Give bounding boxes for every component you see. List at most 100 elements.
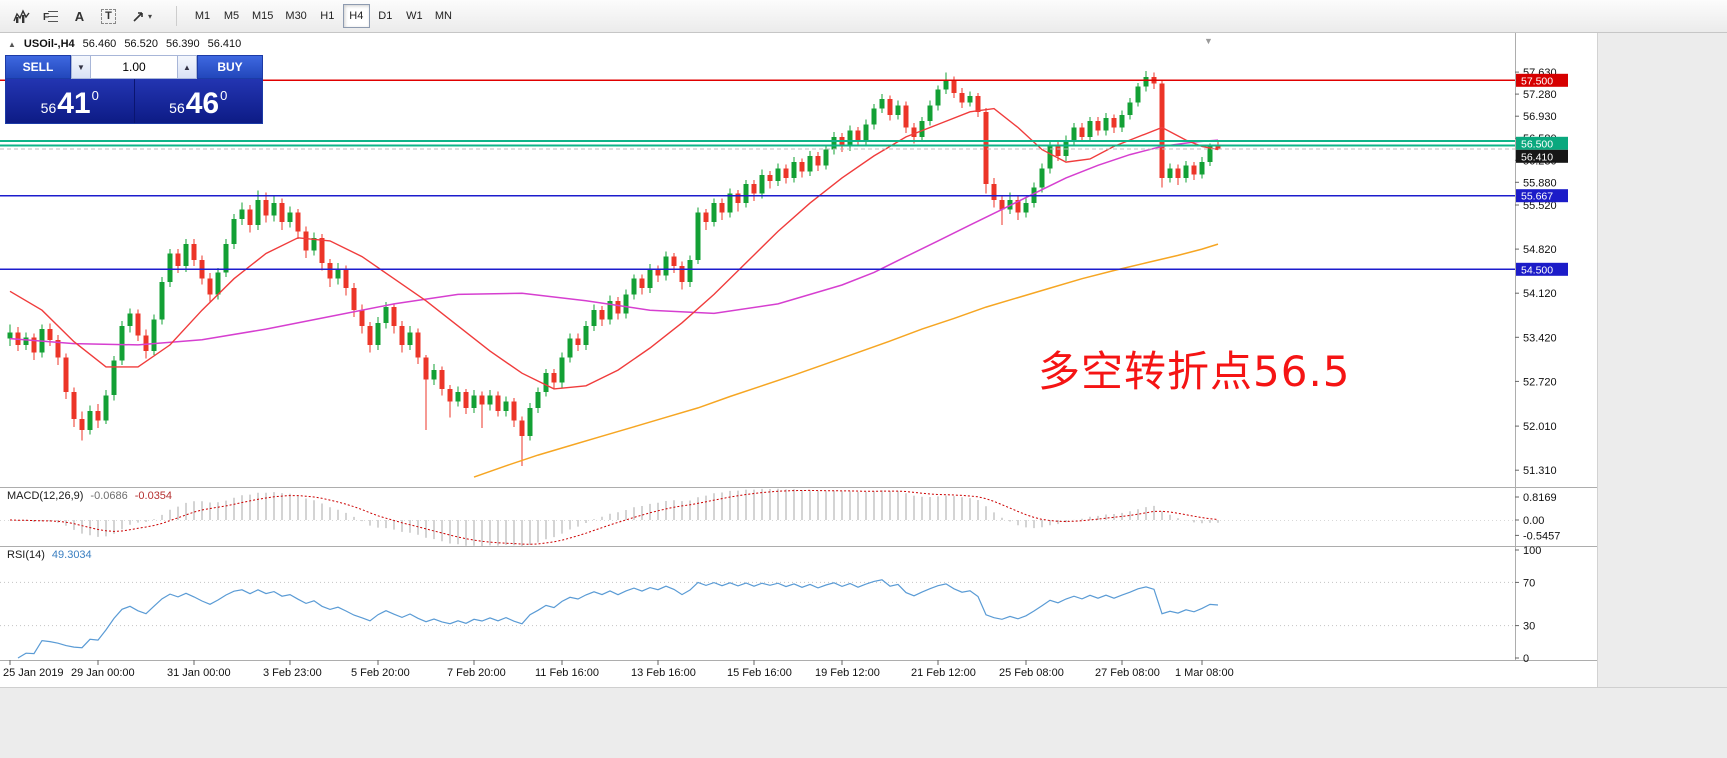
timeframe-M5[interactable]: M5	[218, 4, 245, 28]
text-label-tool-button[interactable]: T	[95, 4, 122, 28]
rsi-line	[17, 579, 1219, 659]
time-label: 11 Feb 16:00	[535, 667, 599, 679]
rsi-panel[interactable]	[0, 579, 1515, 659]
volume-increase-button[interactable]: ▲	[177, 55, 197, 79]
bid-big-digits: 41	[57, 87, 91, 120]
ma-medium-magenta-line	[9, 139, 1219, 346]
svg-text:30: 30	[1523, 621, 1535, 633]
time-label: 29 Jan 00:00	[71, 667, 135, 679]
svg-text:56.410: 56.410	[1521, 151, 1553, 163]
timeframe-M1[interactable]: M1	[189, 4, 216, 28]
price-axis[interactable]: 57.63057.28056.93056.58056.23055.88055.5…	[1515, 33, 1568, 665]
ask-sup-digit: 0	[220, 88, 228, 103]
svg-text:F: F	[43, 12, 49, 23]
time-label: 25 Feb 08:00	[999, 667, 1064, 679]
price-badge-55.667: 55.667	[1516, 189, 1568, 203]
ohlc-open: 56.460	[82, 38, 117, 50]
timeframe-MN[interactable]: MN	[430, 4, 457, 28]
price-badge-54.500: 54.500	[1516, 262, 1568, 276]
ask-price[interactable]: 56 46 0	[135, 79, 263, 123]
timeframe-group: M1 M5 M15 M30 H1 H4 D1 W1 MN	[189, 4, 459, 28]
symbol-header: ▲ USOil-,H4 56.460 56.520 56.390 56.410	[8, 38, 241, 50]
rsi-indicator-label: RSI(14) 49.3034	[7, 549, 92, 561]
svg-text:55.880: 55.880	[1523, 177, 1557, 189]
buy-button[interactable]: BUY	[197, 55, 263, 79]
bid-sup-digit: 0	[91, 88, 99, 103]
price-badge-57.500: 57.500	[1516, 73, 1568, 87]
ohlc-low: 56.390	[165, 38, 200, 50]
fibonacci-icon: F	[43, 10, 58, 23]
price-badge-56.500: 56.500	[1516, 136, 1568, 150]
time-label: 15 Feb 16:00	[727, 667, 792, 679]
svg-text:-0.5457: -0.5457	[1523, 530, 1560, 542]
macd-panel[interactable]	[0, 488, 1515, 547]
svg-text:0.8169: 0.8169	[1523, 492, 1557, 504]
time-label: 31 Jan 00:00	[167, 667, 231, 679]
macd-main-value: -0.0686	[90, 490, 128, 502]
rsi-value: 49.3034	[51, 549, 92, 561]
svg-text:55.667: 55.667	[1521, 191, 1553, 203]
chart-zigzag-icon	[13, 8, 30, 23]
fibonacci-tool-button[interactable]: F	[37, 4, 64, 28]
svg-text:100: 100	[1523, 545, 1541, 557]
timeframe-H1[interactable]: H1	[314, 4, 341, 28]
volume-input[interactable]	[91, 55, 177, 79]
arrow-shape-icon	[133, 12, 143, 22]
ask-big-digits: 46	[185, 87, 220, 120]
time-label: 5 Feb 20:00	[351, 667, 410, 679]
ohlc-high: 56.520	[124, 38, 158, 50]
timeframe-H4[interactable]: H4	[342, 4, 370, 28]
chart-annotation-text: 多空转折点56.5	[1038, 347, 1351, 396]
text-tool-button[interactable]: A	[66, 4, 93, 28]
chevron-down-icon: ▾	[147, 11, 152, 21]
svg-text:52.720: 52.720	[1523, 376, 1557, 388]
rsi-name: RSI(14)	[7, 549, 45, 561]
ma-fast-red-line	[9, 107, 1219, 390]
window-right-gap	[1597, 33, 1727, 687]
time-label: 21 Feb 12:00	[911, 667, 976, 679]
timeframe-M15[interactable]: M15	[247, 4, 278, 28]
timeframe-D1[interactable]: D1	[372, 4, 399, 28]
time-label: 25 Jan 2019	[3, 667, 64, 679]
toolbar: F A T ▾ M1 M5 M15 M30 H1 H4 D1 W1 MN	[0, 0, 1727, 33]
svg-text:56.930: 56.930	[1523, 111, 1557, 123]
svg-text:56.500: 56.500	[1521, 138, 1553, 150]
svg-text:51.310: 51.310	[1523, 465, 1557, 477]
ohlc-close: 56.410	[207, 38, 242, 50]
one-click-trade-widget: SELL ▼ ▲ BUY 56 41 0 56 46 0	[5, 55, 263, 124]
svg-text:0.00: 0.00	[1523, 515, 1544, 527]
bid-price[interactable]: 56 41 0	[6, 79, 135, 123]
svg-text:57.500: 57.500	[1521, 75, 1553, 87]
svg-text:54.820: 54.820	[1523, 244, 1557, 256]
price-badge-56.410: 56.410	[1516, 149, 1568, 163]
collapse-icon[interactable]: ▲	[8, 39, 16, 49]
chart-canvas[interactable]: 57.63057.28056.93056.58056.23055.88055.5…	[0, 33, 1597, 687]
svg-text:57.280: 57.280	[1523, 89, 1557, 101]
time-label: 13 Feb 16:00	[631, 667, 696, 679]
chart-shift-marker[interactable]: ▼	[1204, 36, 1213, 46]
toolbar-separator	[176, 6, 177, 26]
time-label: 27 Feb 08:00	[1095, 667, 1160, 679]
svg-text:54.500: 54.500	[1521, 264, 1553, 276]
svg-text:0: 0	[1523, 653, 1529, 665]
chart-window: 57.63057.28056.93056.58056.23055.88055.5…	[0, 33, 1597, 687]
arrows-tool-dropdown-button[interactable]: ▾	[124, 4, 160, 28]
volume-decrease-button[interactable]: ▼	[71, 55, 91, 79]
text-tool-icon: A	[74, 8, 85, 24]
macd-signal-line	[9, 489, 1219, 545]
sell-button[interactable]: SELL	[5, 55, 71, 79]
svg-text:52.010: 52.010	[1523, 421, 1557, 433]
timeframe-W1[interactable]: W1	[401, 4, 428, 28]
timeframe-M30[interactable]: M30	[280, 4, 311, 28]
ask-small-digits: 56	[169, 100, 185, 116]
window-bottom-gap	[0, 687, 1727, 758]
svg-text:53.420: 53.420	[1523, 332, 1557, 344]
text-label-icon: T	[101, 8, 116, 24]
time-label: 1 Mar 08:00	[1175, 667, 1234, 679]
time-label: 19 Feb 12:00	[815, 667, 880, 679]
macd-name: MACD(12,26,9)	[7, 490, 84, 502]
time-axis[interactable]: 25 Jan 2019 29 Jan 00:00 31 Jan 00:00 3 Feb…	[3, 660, 1234, 679]
chart-tools-icon-button[interactable]	[8, 4, 35, 28]
svg-text:54.120: 54.120	[1523, 288, 1557, 300]
svg-text:55.520: 55.520	[1523, 200, 1557, 212]
